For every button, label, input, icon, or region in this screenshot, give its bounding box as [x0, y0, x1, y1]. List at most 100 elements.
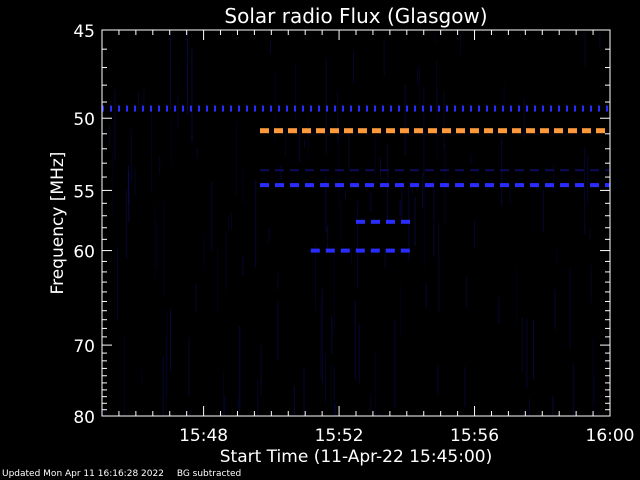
- y-tick-label: 80: [73, 408, 95, 428]
- feature-segment: [305, 183, 314, 188]
- noise-streak: [351, 246, 353, 265]
- feature-segment: [290, 169, 299, 172]
- noise-streak: [378, 412, 380, 416]
- noise-streak: [188, 337, 190, 397]
- feature-segment: [560, 169, 569, 172]
- feature-segment: [470, 128, 479, 134]
- feature-segment: [425, 183, 434, 188]
- feature-segment: [355, 248, 365, 253]
- noise-streak: [333, 366, 335, 416]
- feature-segment: [395, 169, 404, 172]
- feature-segment: [260, 128, 269, 134]
- noise-streak: [401, 188, 403, 223]
- feature-segment: [310, 105, 312, 112]
- feature-segment: [230, 105, 232, 112]
- noise-streak: [102, 218, 104, 268]
- feature-segment: [606, 105, 608, 112]
- feature-segment: [414, 105, 416, 112]
- noise-streak: [171, 116, 173, 165]
- feature-segment: [371, 219, 380, 224]
- feature-segment: [540, 128, 549, 134]
- feature-segment: [440, 183, 449, 188]
- noise-streak: [123, 333, 125, 416]
- feature-segment: [305, 169, 314, 172]
- noise-streak: [433, 181, 435, 257]
- feature-segment: [414, 128, 423, 134]
- noise-streak: [108, 124, 110, 144]
- noise-streak: [498, 297, 500, 324]
- feature-segment: [484, 128, 493, 134]
- y-tick-label: 50: [73, 110, 95, 130]
- noise-streak: [464, 366, 466, 407]
- feature-segment: [134, 105, 136, 112]
- feature-segment: [286, 105, 288, 112]
- x-axis-title: Start Time (11-Apr-22 15:45:00): [220, 447, 492, 467]
- feature-segment: [575, 183, 584, 188]
- feature-segment: [554, 128, 563, 134]
- noise-streak: [523, 410, 524, 416]
- noise-streak: [340, 200, 342, 243]
- feature-segment: [275, 183, 284, 188]
- noise-streak: [370, 394, 372, 410]
- feature-segment: [605, 183, 610, 188]
- noise-streak: [321, 288, 323, 384]
- noise-streak: [141, 370, 143, 386]
- noise-streak: [143, 85, 145, 107]
- feature-segment: [425, 169, 434, 172]
- feature-segment: [534, 105, 536, 112]
- noise-streak: [515, 267, 517, 324]
- feature-segment: [518, 105, 520, 112]
- noise-streak: [357, 201, 359, 289]
- noise-streak: [542, 189, 544, 233]
- feature-segment: [575, 169, 584, 172]
- feature-segment: [290, 183, 299, 188]
- feature-segment: [574, 105, 576, 112]
- feature-segment: [596, 128, 605, 134]
- feature-segment: [110, 105, 112, 112]
- noise-streak: [338, 127, 340, 206]
- feature-segment: [274, 128, 283, 134]
- feature-segment: [358, 128, 367, 134]
- feature-segment: [582, 105, 584, 112]
- feature-segment: [302, 128, 311, 134]
- feature-segment: [590, 105, 592, 112]
- noise-streak: [598, 409, 600, 416]
- feature-segment: [334, 105, 336, 112]
- noise-streak: [394, 320, 396, 410]
- noise-streak: [354, 301, 356, 381]
- feature-segment: [442, 128, 451, 134]
- feature-segment: [246, 105, 248, 112]
- feature-segment: [590, 183, 599, 188]
- feature-segment: [126, 105, 128, 112]
- noise-streak: [114, 89, 116, 162]
- noise-streak: [526, 318, 528, 389]
- feature-segment: [605, 169, 610, 172]
- noise-streak: [572, 362, 574, 416]
- noise-streak: [255, 179, 257, 269]
- feature-segment: [320, 169, 329, 172]
- feature-segment: [422, 105, 424, 112]
- noise-streak: [307, 116, 309, 160]
- axis-ticks: 45 50 55 60 70 80 15:48 15:52 15:56 16:00: [73, 22, 634, 446]
- feature-segment: [494, 105, 496, 112]
- feature-segment: [410, 169, 419, 172]
- noise-streak: [203, 233, 205, 270]
- noise-streak: [223, 371, 225, 416]
- noise-streak: [459, 35, 461, 56]
- feature-segment: [382, 105, 384, 112]
- feature-segment: [446, 105, 448, 112]
- noise-streak: [186, 31, 188, 115]
- x-tick-label: 15:48: [179, 426, 228, 446]
- noise-streak: [425, 282, 427, 309]
- feature-segment: [238, 105, 240, 112]
- noise-streak: [474, 220, 476, 249]
- noise-streak: [590, 265, 592, 304]
- feature-segment: [335, 169, 344, 172]
- noise-streak: [327, 225, 329, 241]
- feature-medium-0: [102, 105, 608, 112]
- noise-streak: [553, 163, 555, 194]
- feature-segment: [254, 105, 256, 112]
- feature-segment: [470, 183, 479, 188]
- noise-streak: [159, 156, 161, 174]
- noise-streak: [348, 126, 350, 171]
